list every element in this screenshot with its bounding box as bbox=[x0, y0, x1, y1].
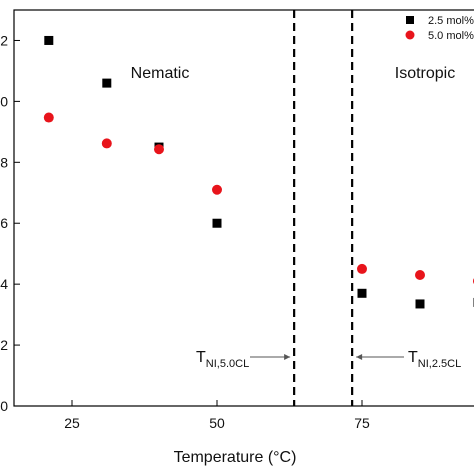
y-tick-label: 0.4 bbox=[0, 276, 8, 292]
region-label: Nematic bbox=[131, 65, 190, 82]
y-tick-label: 1.0 bbox=[0, 93, 8, 109]
legend-marker bbox=[405, 30, 415, 40]
data-point bbox=[44, 35, 54, 45]
y-tick-label: 0.8 bbox=[0, 154, 8, 170]
transition-subscript: NI,2.5CL bbox=[418, 358, 461, 370]
y-tick-label: 1.2 bbox=[0, 32, 8, 48]
legend-label: 5.0 mol% bbox=[428, 30, 474, 42]
x-axis-label: Temperature (°C) bbox=[174, 449, 297, 466]
plot-frame bbox=[13, 9, 474, 407]
x-tick-label: 50 bbox=[209, 415, 225, 431]
transition-subscript: NI,5.0CL bbox=[206, 358, 249, 370]
y-tick-label: 0.0 bbox=[0, 398, 8, 414]
data-point bbox=[357, 288, 367, 298]
data-point bbox=[357, 263, 367, 274]
transition-label: TNI,2.5CL bbox=[408, 349, 461, 370]
transition-symbol: T bbox=[408, 349, 418, 366]
x-tick-label: 75 bbox=[354, 415, 370, 431]
data-point bbox=[212, 184, 222, 195]
transition-label: TNI,5.0CL bbox=[196, 349, 249, 370]
data-point bbox=[101, 138, 112, 149]
data-point bbox=[415, 299, 425, 309]
y-tick-label: 0.2 bbox=[0, 337, 8, 353]
data-point bbox=[212, 218, 222, 228]
legend-label: 2.5 mol% bbox=[428, 15, 474, 27]
arrow-head bbox=[356, 354, 363, 360]
data-point bbox=[154, 144, 164, 155]
arrow-head bbox=[284, 354, 291, 360]
x-tick-label: 25 bbox=[64, 415, 80, 431]
region-label: Isotropic bbox=[395, 65, 455, 82]
data-point bbox=[102, 78, 112, 88]
y-tick-label: 0.6 bbox=[0, 215, 8, 231]
transition-symbol: T bbox=[196, 349, 206, 366]
data-point bbox=[415, 270, 425, 281]
legend-marker bbox=[406, 16, 414, 24]
data-point bbox=[43, 112, 54, 123]
